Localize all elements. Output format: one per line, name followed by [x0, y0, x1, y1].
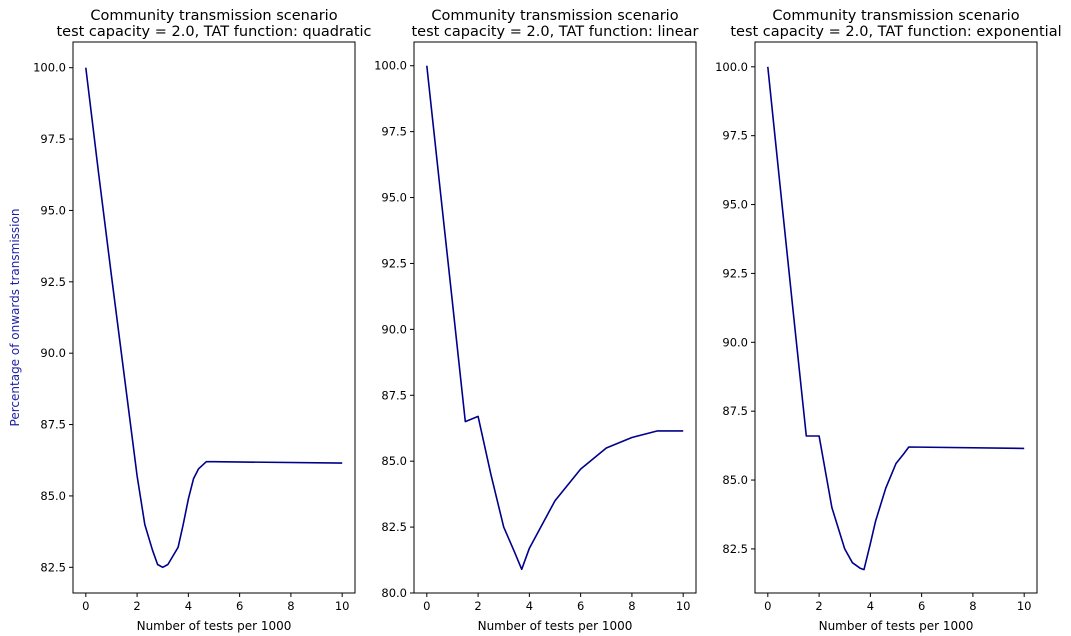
chart-2-ytick-label: 95.0 [381, 191, 407, 205]
chart-1-ytick-label: 90.0 [40, 346, 66, 360]
chart-3-xtick-label: 8 [969, 599, 976, 613]
chart-2-xtick-label: 2 [474, 599, 481, 613]
chart-3-ytick-label: 85.0 [722, 473, 748, 487]
chart-1-xtick-label: 0 [82, 599, 89, 613]
chart-3-ytick-label: 100.0 [715, 60, 748, 74]
chart-3-ytick-label: 95.0 [722, 198, 748, 212]
chart-2-series-1-line [426, 65, 684, 571]
chart-1-ytick-label: 87.5 [40, 418, 66, 432]
chart-1-ytick-label: 82.5 [40, 560, 66, 574]
chart-2-xlabel: Number of tests per 1000 [478, 619, 633, 633]
chart-3-ytick-label: 97.5 [722, 129, 748, 143]
chart-2-xtick-label: 8 [628, 599, 635, 613]
chart-1-subtitle: test capacity = 2.0, TAT function: quadr… [56, 24, 371, 40]
chart-2-ytick-label: 87.5 [381, 388, 407, 402]
chart-2-xtick-label: 4 [526, 599, 533, 613]
chart-1-ytick-label: 92.5 [40, 275, 66, 289]
chart-1-ytick-label: 97.5 [40, 132, 66, 146]
chart-3-xtick-label: 6 [918, 599, 925, 613]
chart-3-ytick-label: 92.5 [722, 266, 748, 280]
chart-2-ytick-label: 80.0 [381, 586, 407, 600]
chart-2-xtick-label: 0 [423, 599, 430, 613]
chart-2-ytick-label: 92.5 [381, 256, 407, 270]
chart-3-xtick-label: 4 [867, 599, 874, 613]
chart-3-ytick-label: 82.5 [722, 542, 748, 556]
chart-3-subtitle: test capacity = 2.0, TAT function: expon… [730, 24, 1061, 40]
chart-2-subtitle: test capacity = 2.0, TAT function: linea… [411, 24, 698, 40]
chart-1-xtick-label: 10 [335, 599, 350, 613]
chart-1-xtick-label: 6 [236, 599, 243, 613]
chart-1-series-1-line [85, 67, 343, 569]
chart-1-xtick-label: 4 [185, 599, 192, 613]
chart-3-xtick-label: 10 [1017, 599, 1032, 613]
chart-1-xlabel: Number of tests per 1000 [137, 619, 292, 633]
chart-2-ytick-label: 90.0 [381, 322, 407, 336]
chart-2-xtick-label: 10 [676, 599, 691, 613]
chart-3-series-1-line [767, 66, 1025, 571]
chart-2-xtick-label: 6 [577, 599, 584, 613]
chart-1-xtick-label: 8 [287, 599, 294, 613]
chart-3-ytick-label: 90.0 [722, 335, 748, 349]
chart-2-axes-frame [413, 41, 697, 594]
chart-2-title: Community transmission scenario [431, 8, 678, 24]
chart-2-ytick-label: 82.5 [381, 520, 407, 534]
chart-3-title: Community transmission scenario [772, 8, 1019, 24]
chart-1-ytick-label: 85.0 [40, 489, 66, 503]
chart-3-ytick-label: 87.5 [722, 404, 748, 418]
chart-1-axes-frame [72, 41, 356, 594]
chart-1-ytick-label: 95.0 [40, 203, 66, 217]
chart-3-xtick-label: 2 [815, 599, 822, 613]
chart-1-xtick-label: 2 [133, 599, 140, 613]
chart-2-ytick-label: 100.0 [374, 59, 407, 73]
chart-1-ylabel: Percentage of onwards transmission [8, 209, 22, 427]
chart-2-ytick-label: 97.5 [381, 125, 407, 139]
chart-1-ytick-label: 100.0 [33, 61, 66, 75]
chart-3-xlabel: Number of tests per 1000 [819, 619, 974, 633]
chart-1-title: Community transmission scenario [90, 8, 337, 24]
chart-3-axes-frame [754, 41, 1038, 594]
chart-3-xtick-label: 0 [764, 599, 771, 613]
chart-2-ytick-label: 85.0 [381, 454, 407, 468]
